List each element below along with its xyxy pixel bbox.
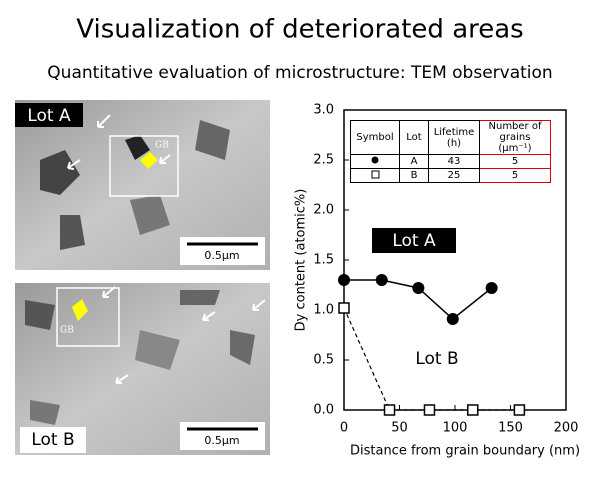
marker [338, 274, 350, 286]
y-tick-label: 1.0 [313, 303, 334, 318]
series-label-box [402, 345, 472, 372]
marker [338, 302, 350, 314]
table-cell: 25 [428, 168, 480, 183]
series-label: Lot A [392, 231, 436, 251]
tem-image: GB Lot A 0.5µm [15, 100, 270, 270]
x-tick-label: 100 [443, 421, 468, 436]
table-header: Lot [399, 120, 429, 155]
y-tick-label: 0.0 [313, 403, 334, 418]
series-label-box [372, 228, 456, 253]
table-cell: 43 [428, 154, 480, 169]
y-tick-label: 2.0 [313, 203, 334, 218]
marker [446, 313, 459, 325]
table-header: Number of grains (µm⁻¹) [479, 120, 551, 155]
scale-label: 0.5µm [204, 249, 239, 262]
table-cell: B [399, 168, 429, 183]
scale-label: 0.5µm [204, 434, 239, 447]
gb-label: GB [60, 326, 74, 336]
marker [513, 404, 526, 416]
tem-image: GB Lot B 0.5µm [15, 283, 270, 455]
y-tick-label: 1.5 [313, 253, 334, 268]
x-tick-label: 150 [498, 421, 523, 436]
table-cell: 5 [479, 168, 551, 183]
marker [485, 282, 498, 294]
image-label: Lot B [31, 430, 74, 450]
series-line [343, 307, 520, 411]
marker [467, 404, 479, 416]
marker [383, 404, 396, 416]
y-tick-label: 3.0 [313, 103, 334, 118]
subtitle: Quantitative evaluation of microstructur… [47, 63, 552, 83]
inset-table: Symbol Lot Lifetime (h) Number of grains… [350, 120, 551, 183]
marker [423, 404, 436, 416]
gb-label: GB [155, 141, 169, 151]
marker [412, 282, 425, 294]
table-cell: 5 [479, 154, 551, 169]
x-tick-label: 50 [391, 421, 408, 436]
marker [375, 274, 388, 286]
table-cell: A [399, 154, 429, 169]
table-header: Lifetime (h) [428, 120, 480, 155]
x-axis-label: Distance from grain boundary (nm) [350, 444, 580, 459]
y-axis-label: Dy content (atomic%) [294, 189, 309, 332]
symbol [350, 154, 400, 169]
x-tick-label: 200 [554, 421, 579, 436]
image-label: Lot A [27, 106, 71, 126]
x-tick-label: 0 [340, 421, 348, 436]
series-label: Lot B [415, 349, 458, 369]
title: Visualization of deteriorated areas [76, 15, 523, 45]
y-tick-label: 0.5 [313, 353, 334, 368]
chart: 0.0 0.5 1.0 1.5 2.0 2.5 3.0 0 50 100 150 200 Distanc… [294, 103, 581, 459]
y-tick-label: 2.5 [313, 153, 334, 168]
table-header: Symbol [350, 120, 400, 155]
symbol [350, 168, 400, 183]
